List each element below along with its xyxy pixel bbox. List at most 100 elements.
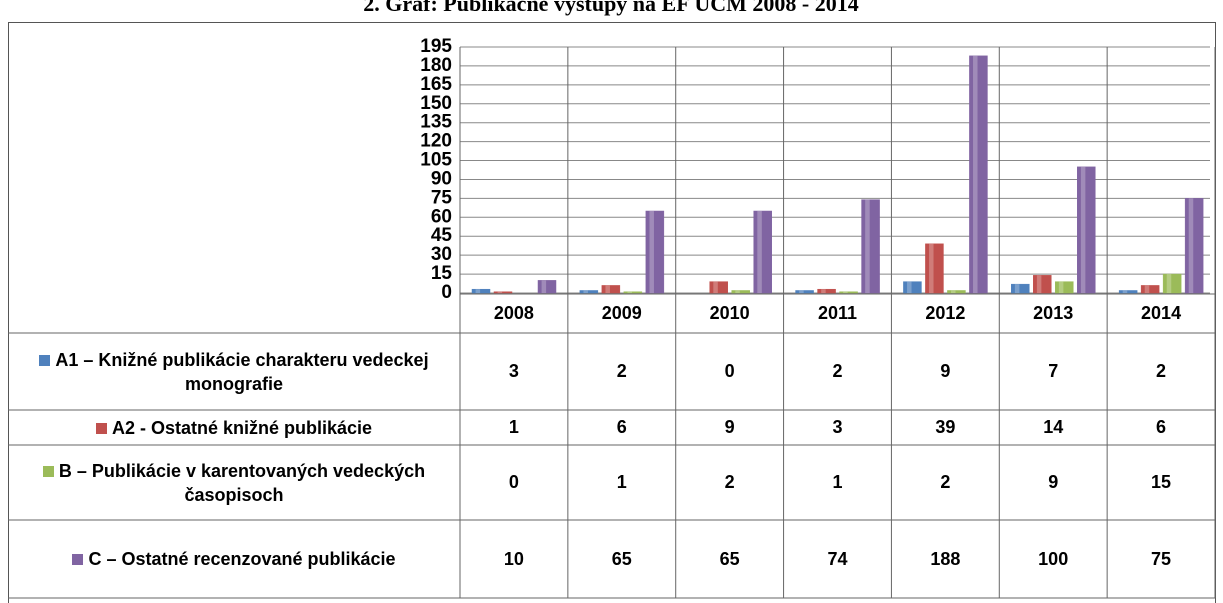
bar-highlight: [929, 243, 934, 293]
legend-entry: C – Ostatné recenzované publikácie: [72, 547, 396, 571]
category-header: 2012: [925, 303, 966, 323]
table-value: 6: [1156, 417, 1167, 437]
y-tick-label: 135: [420, 112, 452, 133]
bar: [623, 291, 643, 294]
table-value: 2: [724, 472, 735, 492]
y-tick-label: 0: [441, 282, 452, 303]
bar: [753, 210, 772, 294]
bar-highlight: [907, 281, 912, 293]
table-value: 39: [935, 417, 956, 437]
bar-highlight: [1122, 290, 1128, 293]
y-tick-label: 195: [420, 36, 452, 57]
bar: [731, 290, 750, 294]
y-tick-label: 75: [431, 187, 453, 208]
legend-row-label: A1 – Knižné publikácie charakteru vedeck…: [8, 333, 460, 410]
table-value: 10: [503, 548, 524, 569]
y-tick-label: 105: [420, 150, 452, 171]
table-value: 15: [1151, 472, 1172, 492]
table-value: 3: [508, 361, 519, 381]
legend-swatch: [42, 465, 54, 477]
category-header: 2009: [601, 303, 642, 323]
legend-swatch: [72, 554, 84, 565]
table-value: 1: [832, 472, 843, 492]
legend-swatch: [95, 422, 107, 434]
legend-text: C – Ostatné recenzované publikácie: [88, 549, 396, 569]
bar: [1118, 290, 1138, 294]
bar: [1055, 281, 1074, 294]
bar: [817, 288, 836, 294]
bar-highlight: [475, 289, 481, 293]
bar-highlight: [541, 280, 547, 293]
table-value: 6: [616, 417, 627, 437]
y-tick-label: 45: [431, 225, 453, 246]
bar-highlight: [1080, 166, 1086, 293]
bar-highlight: [1188, 198, 1194, 293]
table-value: 65: [611, 548, 632, 569]
chart-title: 2. Graf: Publikačné výstupy na EF UCM 20…: [363, 0, 858, 16]
category-header: 2008: [493, 303, 534, 323]
bar: [861, 199, 880, 294]
y-tick-label: 15: [431, 263, 453, 284]
table-value: 9: [724, 417, 735, 437]
legend-entry: A2 - Ostatné knižné publikácie: [95, 416, 373, 440]
bar: [493, 291, 513, 294]
legend-swatch: [39, 354, 51, 366]
bar-highlight: [821, 289, 826, 293]
table-value: 74: [827, 548, 848, 569]
bar-highlight: [1058, 281, 1064, 293]
table-value: 7: [1048, 361, 1059, 381]
table-value: 75: [1151, 548, 1172, 569]
table-value: 14: [1043, 417, 1064, 437]
bar-highlight: [1014, 284, 1020, 293]
bar-highlight: [799, 290, 804, 293]
bar-highlight: [1166, 274, 1172, 293]
bar: [925, 243, 944, 294]
legend-row-label: B – Publikácie v karentovaných vedeckých…: [8, 445, 460, 520]
legend-text: A1 – Knižné publikácie charakteru vedeck…: [55, 349, 429, 394]
bar: [709, 281, 728, 294]
bar: [537, 280, 557, 294]
category-header: 2014: [1141, 303, 1182, 323]
bar: [601, 285, 621, 294]
bar: [1184, 198, 1204, 294]
legend-entry: B – Publikácie v karentovaných vedeckých…: [14, 459, 454, 507]
legend-text: A2 - Ostatné knižné publikácie: [111, 417, 373, 438]
y-tick-label: 120: [420, 131, 452, 152]
bar-highlight: [757, 211, 762, 293]
table-value: 1: [616, 472, 627, 492]
table-value: 2: [616, 361, 627, 381]
bar: [839, 291, 858, 294]
bar-highlight: [627, 291, 632, 293]
bar-highlight: [973, 55, 978, 294]
bar-highlight: [1036, 275, 1042, 293]
y-tick-label: 90: [431, 168, 452, 189]
bar-highlight: [605, 285, 610, 293]
table-value: 0: [724, 361, 735, 381]
y-tick-label: 165: [420, 74, 452, 95]
bar: [579, 290, 599, 294]
legend-row-label: A2 - Ostatné knižné publikácie: [8, 410, 460, 445]
table-value: 188: [930, 548, 961, 569]
bar: [1077, 166, 1096, 294]
bar: [795, 290, 814, 294]
bar-highlight: [951, 290, 956, 293]
bar-highlight: [713, 281, 718, 293]
bar: [1162, 273, 1182, 294]
bar-highlight: [865, 199, 870, 293]
y-tick-label: 180: [420, 55, 452, 76]
bar-highlight: [735, 290, 740, 293]
bar: [471, 288, 491, 294]
bar-highlight: [843, 291, 848, 293]
table-value: 2: [940, 472, 951, 492]
bar: [1033, 275, 1052, 294]
bar-highlight: [1144, 285, 1150, 293]
bar: [969, 55, 988, 294]
category-header: 2011: [817, 303, 858, 323]
bar-highlight: [583, 290, 588, 293]
table-value: 1: [508, 417, 519, 437]
category-header: 2013: [1033, 303, 1074, 323]
legend-row-label: C – Ostatné recenzované publikácie: [8, 520, 460, 598]
table-value: 9: [940, 361, 951, 381]
